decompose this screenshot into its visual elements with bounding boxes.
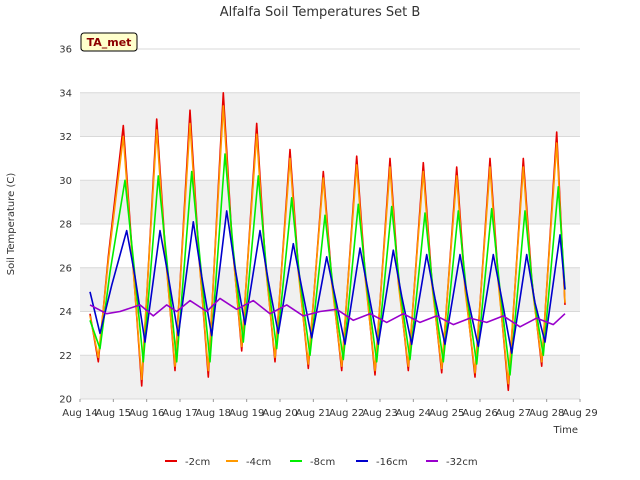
x-tick-label: Aug 20 — [262, 408, 297, 419]
x-tick-label: Aug 16 — [129, 408, 164, 419]
x-tick-label: Aug 22 — [329, 408, 364, 419]
legend: -2cm -4cm -8cm -16cm -32cm — [165, 457, 478, 468]
y-tick-label: 32 — [59, 132, 72, 143]
x-tick-label: Aug 17 — [162, 408, 197, 419]
background-band — [80, 355, 580, 399]
y-tick-label: 30 — [59, 176, 72, 187]
y-tick-label: 20 — [59, 395, 72, 406]
y-tick-label: 34 — [59, 88, 72, 99]
series-line-minus-32cm — [89, 297, 566, 328]
x-tick-label: Aug 27 — [496, 408, 531, 419]
y-tick-label: 28 — [59, 220, 72, 231]
x-tick-label: Aug 18 — [196, 408, 231, 419]
series-line-minus-16cm — [89, 210, 566, 354]
y-axis-label: Soil Temperature (C) — [6, 173, 17, 276]
x-tick-label: Aug 21 — [296, 408, 331, 419]
plot-area — [89, 92, 566, 392]
y-tick-label: 24 — [59, 307, 72, 318]
x-tick-label: Aug 24 — [396, 408, 431, 419]
legend-label: -32cm — [446, 457, 478, 468]
grid-lines — [80, 48, 580, 400]
x-tick-label: Aug 19 — [229, 408, 264, 419]
annotation-box — [80, 32, 138, 52]
x-axis-label: Time — [553, 425, 578, 436]
chart-title: Alfalfa Soil Temperatures Set B — [220, 5, 421, 20]
annotation-label: TA_met — [87, 36, 132, 49]
background-band — [80, 92, 580, 137]
x-tick-label: Aug 25 — [429, 408, 464, 419]
x-tick-label: Aug 29 — [562, 408, 597, 419]
y-tick-label: 26 — [59, 263, 72, 274]
x-tick-label: Aug 26 — [462, 408, 497, 419]
legend-label: -8cm — [310, 457, 335, 468]
y-tick-label: 36 — [59, 45, 72, 56]
x-tick-label: Aug 15 — [96, 408, 131, 419]
legend-label: -4cm — [246, 457, 271, 468]
legend-label: -16cm — [376, 457, 408, 468]
x-tick-label: Aug 28 — [529, 408, 564, 419]
y-tick-label: 22 — [59, 351, 72, 362]
x-tick-label: Aug 23 — [362, 408, 397, 419]
x-tick-label: Aug 14 — [62, 408, 97, 419]
legend-label: -2cm — [185, 457, 210, 468]
annotation-tag: TA_met — [80, 32, 138, 52]
